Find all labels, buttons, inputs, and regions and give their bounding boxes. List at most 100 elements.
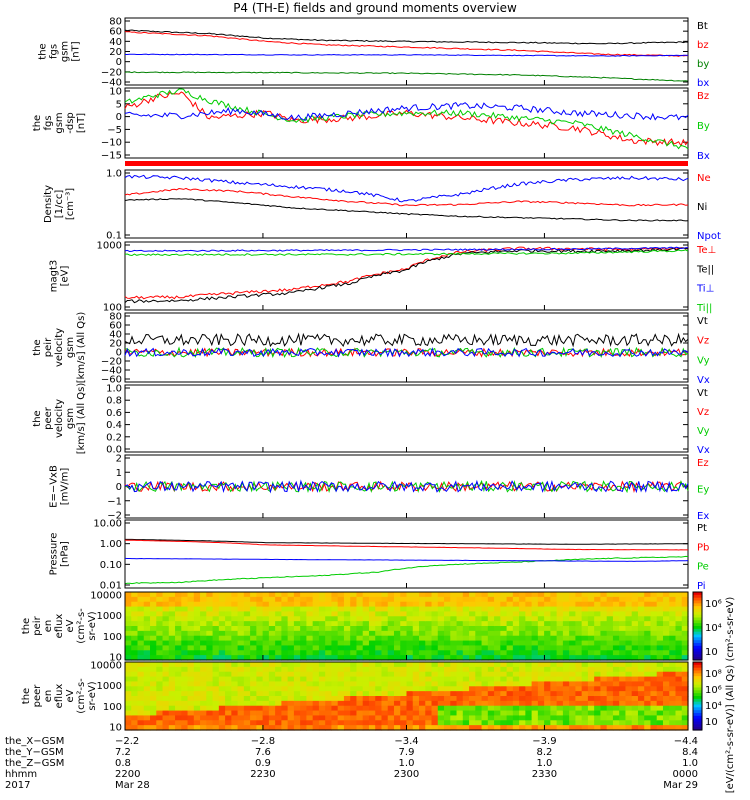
spectrogram-cell <box>200 597 207 602</box>
spectrogram-cell <box>525 677 532 682</box>
spectrogram-cell <box>394 631 401 636</box>
spectrogram-cell <box>513 711 520 716</box>
spectrogram-cell <box>331 691 338 696</box>
spectrogram-cell <box>281 611 288 616</box>
spectrogram-cell <box>525 607 532 612</box>
spectrogram-cell <box>463 706 470 711</box>
spectrogram-cell <box>419 631 426 636</box>
spectrogram-cell <box>175 597 182 602</box>
spectrogram-cell <box>163 677 170 682</box>
spectrogram-cell <box>356 607 363 612</box>
spectrogram-cell <box>225 715 232 720</box>
spectrogram-cell <box>319 602 326 607</box>
spectrogram-cell <box>557 706 564 711</box>
spectrogram-cell <box>407 641 414 646</box>
spectrogram-cell <box>544 645 551 650</box>
spectrogram-cell <box>669 597 676 602</box>
spectrogram-cell <box>544 597 551 602</box>
spectrogram-cell <box>238 720 245 725</box>
spectrogram-cell <box>594 667 601 672</box>
spectrogram-cell <box>213 667 220 672</box>
spectrogram-cell <box>657 701 664 706</box>
spectrogram-cell <box>494 711 501 716</box>
spectrogram-cell <box>344 662 351 667</box>
spectrogram-cell <box>500 711 507 716</box>
spectrogram-cell <box>338 592 345 597</box>
spectrogram-cell <box>356 711 363 716</box>
spectrogram-cell <box>381 650 388 655</box>
spectrogram-cell <box>463 636 470 641</box>
spectrogram-cell <box>675 696 682 701</box>
spectrogram-cell <box>569 607 576 612</box>
spectrogram-cell <box>657 645 664 650</box>
spectrogram-cell <box>306 636 313 641</box>
spectrogram-cell <box>181 686 188 691</box>
spectrogram-cell <box>125 711 132 716</box>
legend-entry: Vx <box>697 445 710 456</box>
spectrogram-cell <box>194 691 201 696</box>
spectrogram-cell <box>525 616 532 621</box>
spectrogram-cell <box>563 650 570 655</box>
spectrogram-cell <box>238 711 245 716</box>
spectrogram-cell <box>369 636 376 641</box>
spectrogram-cell <box>200 621 207 626</box>
spectrogram-cell <box>469 592 476 597</box>
x-axis-value: 0000 <box>673 769 698 780</box>
spectrogram-cell <box>144 696 151 701</box>
spectrogram-cell <box>256 720 263 725</box>
spectrogram-cell <box>513 677 520 682</box>
spectrogram-cell <box>213 592 220 597</box>
y-tick-label: 10 <box>109 723 122 734</box>
spectrogram-cell <box>675 720 682 725</box>
spectrogram-cell <box>444 696 451 701</box>
spectrogram-cell <box>563 715 570 720</box>
spectrogram-cell <box>156 631 163 636</box>
spectrogram-cell <box>438 631 445 636</box>
spectrogram-cell <box>381 626 388 631</box>
legend-entry: bx <box>697 78 709 89</box>
spectrogram-cell <box>281 686 288 691</box>
spectrogram-cell <box>188 696 195 701</box>
spectrogram-cell <box>638 711 645 716</box>
spectrogram-cell <box>619 711 626 716</box>
spectrogram-cell <box>494 641 501 646</box>
spectrogram-cell <box>425 641 432 646</box>
spectrogram-cell <box>250 706 257 711</box>
spectrogram-cell <box>363 621 370 626</box>
spectrogram-cell <box>294 631 301 636</box>
spectrogram-cell <box>206 611 213 616</box>
spectrogram-cell <box>550 691 557 696</box>
spectrogram-cell <box>550 602 557 607</box>
spectrogram-cell <box>231 701 238 706</box>
spectrogram-cell <box>263 621 270 626</box>
spectrogram-cell <box>275 650 282 655</box>
series-line-Vt <box>125 334 688 346</box>
spectrogram-cell <box>444 592 451 597</box>
spectrogram-cell <box>288 681 295 686</box>
spectrogram-cell <box>219 636 226 641</box>
x-axis-row-label: the_Z−GSM <box>5 758 64 769</box>
spectrogram-cell <box>288 597 295 602</box>
spectrogram-cell <box>200 636 207 641</box>
spectrogram-cell <box>263 691 270 696</box>
spectrogram-cell <box>638 715 645 720</box>
spectrogram-cell <box>494 631 501 636</box>
spectrogram-cell <box>444 711 451 716</box>
spectrogram-cell <box>144 662 151 667</box>
spectrogram-cell <box>263 715 270 720</box>
spectrogram-cell <box>156 611 163 616</box>
spectrogram-cell <box>675 667 682 672</box>
spectrogram-cell <box>519 626 526 631</box>
spectrogram-cell <box>632 696 639 701</box>
spectrogram-cell <box>250 677 257 682</box>
spectrogram-cell <box>313 696 320 701</box>
spectrogram-cell <box>269 701 276 706</box>
spectrogram-cell <box>569 645 576 650</box>
spectrogram-cell <box>619 686 626 691</box>
y-tick-label: 0.2 <box>106 432 122 443</box>
spectrogram-cell <box>619 650 626 655</box>
spectrogram-cell <box>507 611 514 616</box>
spectrogram-cell <box>419 667 426 672</box>
spectrogram-cell <box>400 602 407 607</box>
legend-entry: Bt <box>697 21 708 32</box>
